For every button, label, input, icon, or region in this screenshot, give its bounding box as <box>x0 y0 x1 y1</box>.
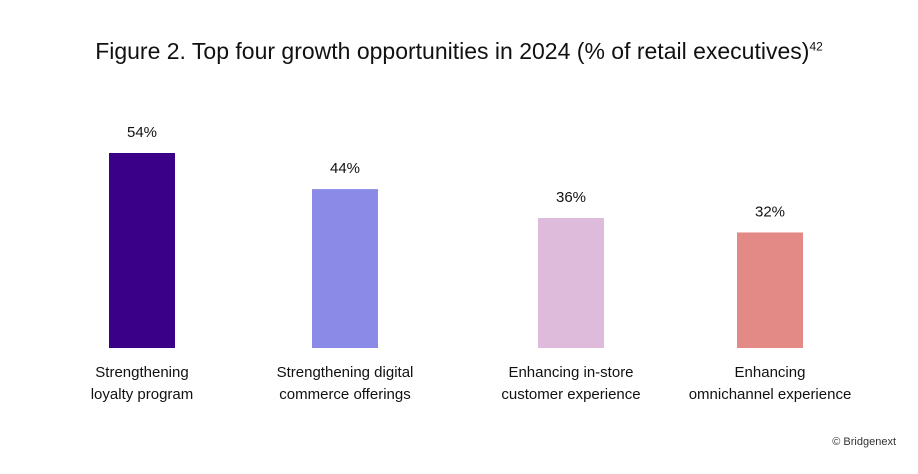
value-label-4: 32% <box>755 203 785 220</box>
value-label-3: 36% <box>556 189 586 206</box>
value-label-2: 44% <box>330 160 360 177</box>
category-label-3-line-1: Enhancing in-store <box>508 364 633 381</box>
bar-2 <box>312 189 378 348</box>
category-label-4-line-1: Enhancing <box>735 364 806 381</box>
category-label-4-line-2: omnichannel experience <box>689 386 852 403</box>
title-footnote-ref: 42 <box>809 39 823 54</box>
chart-title: Figure 2. Top four growth opportunities … <box>0 38 918 65</box>
value-label-1: 54% <box>127 124 157 141</box>
category-label-2-line-2: commerce offerings <box>279 386 410 403</box>
copyright-notice: © Bridgenext <box>832 436 896 448</box>
category-label-1-line-1: Strengthening <box>95 364 188 381</box>
chart-title-text: Figure 2. Top four growth opportunities … <box>95 38 810 64</box>
category-label-1-line-2: loyalty program <box>91 386 194 403</box>
category-label-2-line-1: Strengthening digital <box>277 364 414 381</box>
bar-1 <box>109 153 175 348</box>
bar-3 <box>538 218 604 348</box>
bar-4 <box>737 232 803 348</box>
category-label-3-line-2: customer experience <box>501 386 640 403</box>
